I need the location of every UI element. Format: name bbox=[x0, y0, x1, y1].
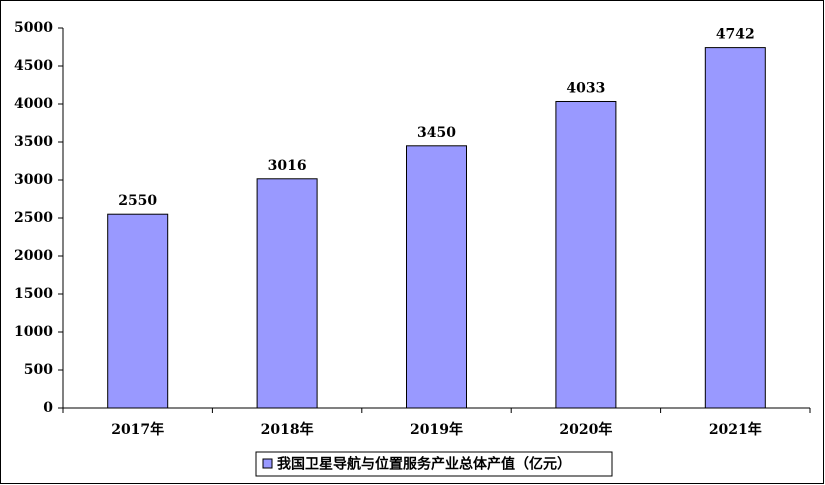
legend-label: 我国卫星导航与位置服务产业总体产值（亿元） bbox=[277, 456, 571, 473]
data-label: 2550 bbox=[118, 193, 157, 209]
bar bbox=[406, 145, 467, 409]
bar bbox=[256, 178, 318, 409]
data-label: 3016 bbox=[268, 158, 307, 174]
y-tick-label: 4000 bbox=[14, 96, 53, 112]
data-label: 4033 bbox=[566, 80, 605, 96]
data-label: 4742 bbox=[716, 27, 755, 43]
bar bbox=[704, 47, 766, 409]
x-tick-label: 2017年 bbox=[111, 421, 164, 438]
bar bbox=[555, 100, 617, 409]
y-tick-label: 500 bbox=[24, 362, 53, 378]
y-tick-label: 3000 bbox=[14, 172, 53, 188]
legend-swatch bbox=[262, 458, 273, 469]
x-tick-label: 2020年 bbox=[559, 421, 612, 438]
y-tick-label: 0 bbox=[43, 400, 53, 416]
legend-box bbox=[255, 451, 613, 477]
y-tick-label: 1000 bbox=[14, 324, 53, 340]
y-tick-label: 1500 bbox=[14, 286, 53, 302]
y-tick-label: 2000 bbox=[14, 248, 53, 264]
bar bbox=[107, 213, 169, 409]
y-tick-label: 2500 bbox=[14, 210, 53, 226]
y-tick-label: 4500 bbox=[14, 58, 53, 74]
x-tick-label: 2019年 bbox=[410, 421, 463, 438]
x-tick-label: 2018年 bbox=[261, 421, 314, 438]
data-label: 3450 bbox=[417, 125, 456, 141]
y-tick-label: 5000 bbox=[14, 20, 53, 36]
y-tick-label: 3500 bbox=[14, 134, 53, 150]
x-tick-label: 2021年 bbox=[709, 421, 762, 438]
